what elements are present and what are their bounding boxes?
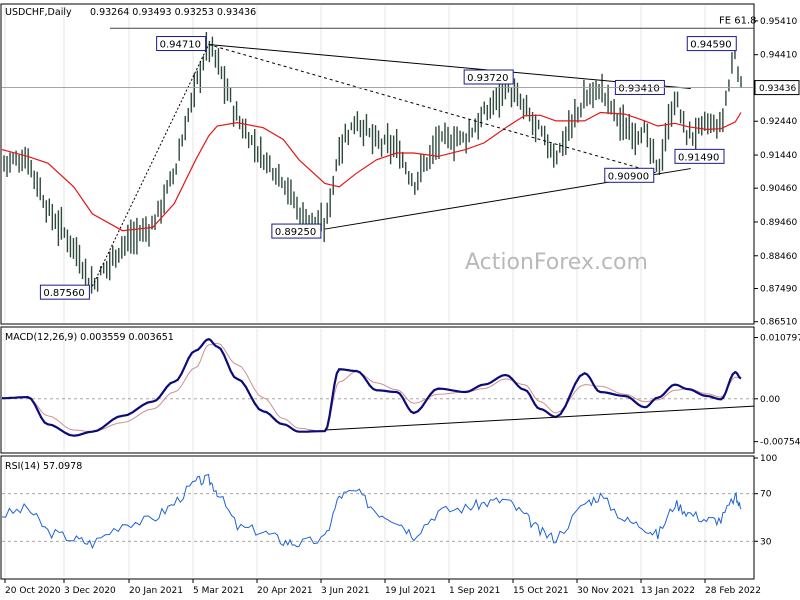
macd-panel: 0.010797 0.00 -0.007548 MACD(12,26,9) 0.00… [0, 326, 800, 454]
price-panel: FE 61.8 0.87560 0.94710 0.89250 0.93720 0.934… [0, 3, 800, 328]
level-label: 0.90900 [608, 171, 649, 182]
current-price-box [754, 80, 800, 96]
level-box [156, 36, 207, 52]
x-tick-label: 30 Nov 2021 [577, 586, 635, 596]
y-tick-label: 0.89460 [760, 218, 797, 228]
macd-line [2, 338, 742, 437]
level-label: 0.91490 [678, 152, 719, 163]
x-tick-label: 5 Mar 2021 [193, 586, 244, 596]
y-tick-label: 0.87490 [760, 285, 797, 295]
level-label: 0.89250 [275, 227, 316, 238]
y-tick-label: 0.95410 [760, 17, 797, 27]
y-tick-label: 0.92440 [760, 117, 797, 127]
level-label: 0.93410 [618, 83, 659, 94]
x-tick-label: 15 Oct 2021 [513, 586, 569, 596]
trendline-dotted [91, 44, 210, 287]
y-tick-label: 0.86510 [760, 318, 797, 328]
y-tick-label: 0.91440 [760, 151, 797, 161]
y-tick-label: 0.94410 [760, 51, 797, 61]
trendline-solid [208, 44, 691, 89]
x-tick-label: 3 Dec 2020 [64, 586, 116, 596]
moving-average-line [1, 111, 742, 232]
level-box [686, 36, 737, 52]
x-tick-label: 20 Oct 2020 [5, 586, 61, 596]
level-label: 0.87560 [43, 288, 84, 299]
macd-trendline [324, 405, 755, 431]
level-box [271, 223, 322, 239]
current-price-label: 0.93436 [759, 84, 796, 94]
macd-y-axis: 0.010797 0.00 -0.007548 [754, 334, 800, 448]
level-box [463, 69, 514, 85]
ma-line [1, 111, 742, 232]
rsi-panel: 100 70 30 RSI(14) 57.0978 [0, 454, 777, 580]
x-tick-label: 20 Jan 2021 [129, 586, 183, 596]
level-label: 0.94590 [690, 40, 731, 51]
fe-618-label: FE 61.8 [719, 15, 757, 26]
x-tick-label: 28 Feb 2022 [705, 586, 761, 596]
rsi-line [1, 473, 742, 550]
y-tick-label: 0.90460 [760, 184, 797, 194]
x-tick-label: 19 Jul 2021 [385, 586, 436, 596]
y-tick-label: 0.00 [760, 395, 780, 405]
level-box [604, 167, 655, 183]
price-panel-title: USDCHF,Daily [5, 7, 72, 18]
y-tick-label: 0.010797 [760, 334, 800, 344]
level-label: 0.94710 [160, 40, 201, 51]
x-axis: 20 Oct 2020 3 Dec 2020 20 Jan 2021 5 Mar 20… [4, 579, 761, 596]
x-tick-label: 3 Jun 2021 [321, 586, 369, 596]
price-y-axis: 0.954100.944100.934400.924400.914400.904… [2, 17, 800, 328]
y-tick-label: 30 [760, 537, 772, 547]
rsi-y-axis: 100 70 30 [754, 454, 777, 547]
watermark: ActionForex.com [465, 250, 648, 275]
x-tick-label: 20 Apr 2021 [257, 586, 313, 596]
x-tick-label: 1 Sep 2021 [449, 586, 500, 596]
rsi-line-path [1, 473, 742, 550]
level-labels: FE 61.8 0.87560 0.94710 0.89250 0.93720 0.934… [39, 15, 757, 300]
y-tick-label: 70 [760, 490, 772, 500]
macd-panel-title: MACD(12,26,9) 0.003559 0.003651 [5, 332, 174, 343]
x-tick-label: 13 Jan 2022 [641, 586, 695, 596]
level-box [39, 284, 90, 300]
ohlc-readout: 0.93264 0.93493 0.93253 0.93436 [90, 7, 256, 18]
y-tick-label: -0.007548 [760, 438, 800, 448]
level-label: 0.93720 [467, 73, 508, 84]
macd-lines [2, 338, 755, 437]
y-tick-label: 0.88460 [760, 252, 797, 262]
level-box [674, 148, 725, 164]
y-tick-label: 100 [760, 454, 777, 464]
rsi-panel-title: RSI(14) 57.0978 [5, 461, 82, 472]
